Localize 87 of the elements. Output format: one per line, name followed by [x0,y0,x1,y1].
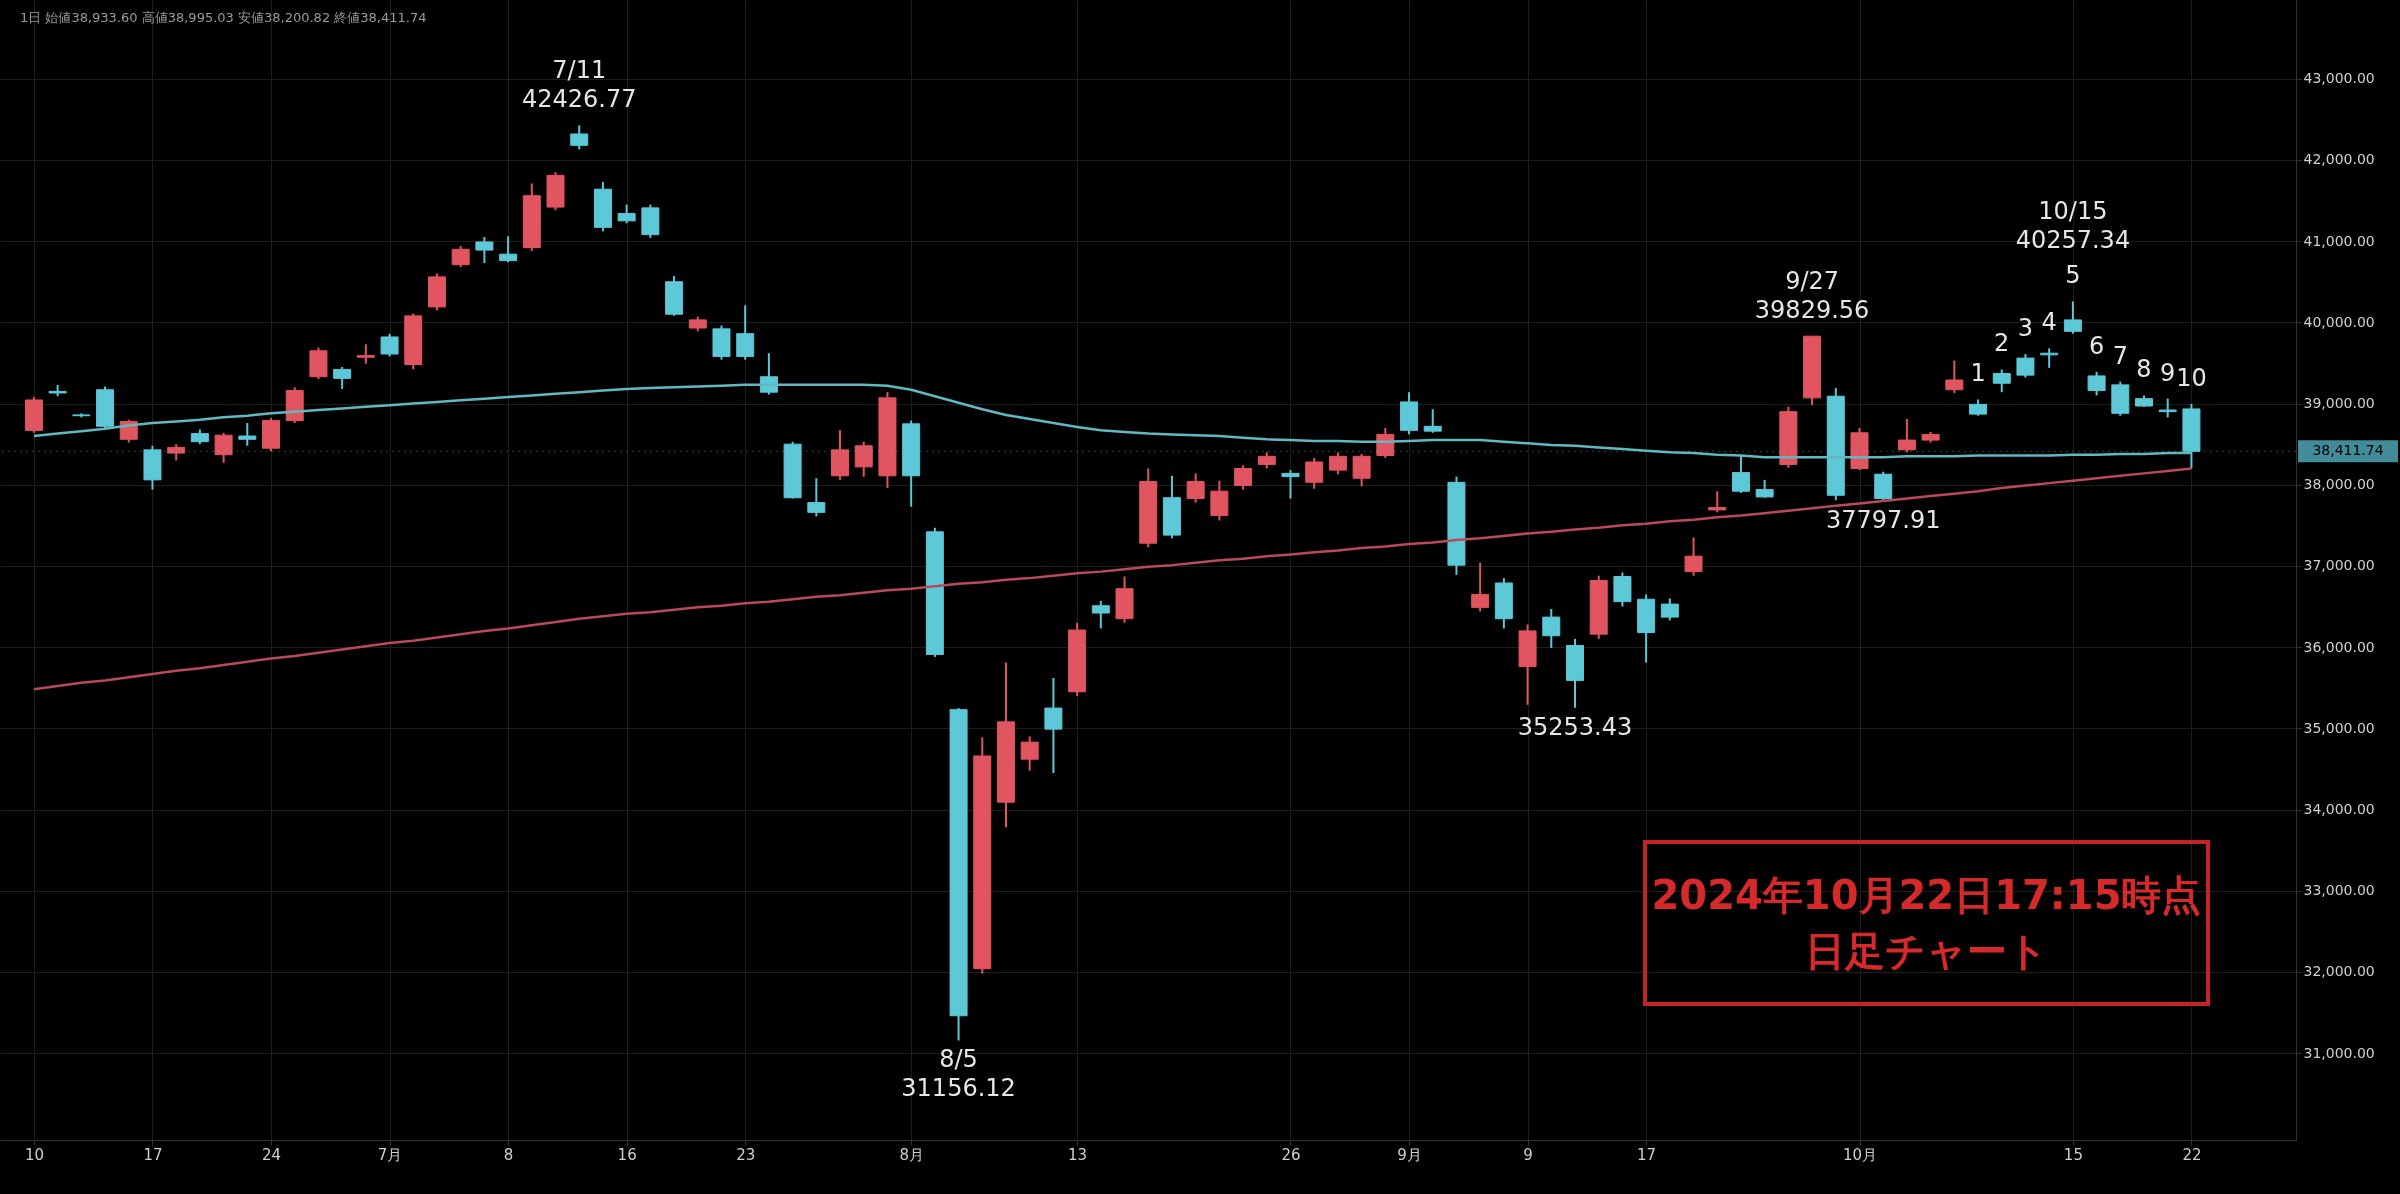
x-tick-label: 22 [2182,1145,2202,1164]
candlestick [1328,451,1347,476]
y-tick-label: 31,000.00 [2303,1044,2375,1061]
candlestick [214,431,233,464]
annotation: 10 [2176,363,2207,392]
candlestick [380,332,399,358]
x-tick-label: 23 [736,1145,756,1164]
annotation: 5 [2065,261,2081,290]
candlestick [2158,397,2177,419]
x-tick-label: 16 [617,1145,637,1164]
y-tick-label: 35,000.00 [2303,719,2375,736]
annotation: 日足チャート [1805,928,2048,974]
candlestick [238,422,257,447]
x-tick-label: 8 [503,1145,514,1164]
y-tick-label: 39,000.00 [2303,395,2375,412]
candlestick [570,124,589,151]
y-tick-label: 32,000.00 [2303,963,2375,980]
annotation: 9 [2160,358,2176,387]
annotation: 3 [2017,314,2034,343]
annotation: 7 [2112,341,2128,370]
candlestick [451,245,470,269]
line-series [32,467,2193,691]
candlestick [1708,490,1727,514]
y-tick-label: 37,000.00 [2303,557,2375,574]
candlestick [1281,469,1300,500]
candlestick [333,366,352,390]
x-tick-label: 7月 [377,1145,403,1164]
annotation: 2 [1994,329,2010,358]
candlestick [1731,454,1750,494]
candlestick [617,203,636,225]
x-tick-label: 10月 [1842,1145,1878,1164]
annotation: 1 [1970,359,1986,388]
annotation: 7/11 42426.77 [521,56,637,114]
candlestick [2063,300,2082,335]
y-tick-label: 38,000.00 [2303,476,2375,493]
candlestick [1305,456,1324,490]
x-tick-label: 17 [1637,1145,1657,1164]
x-tick-label: 26 [1281,1145,1301,1164]
annotation: 8/5 31156.12 [901,1045,1016,1103]
candlestick [1352,452,1371,488]
annotation: 4 [2041,308,2057,337]
x-tick-label: 10 [24,1145,44,1164]
candlestick [854,440,873,478]
x-tick-label: 9 [1523,1145,1533,1164]
x-tick-label: 15 [2063,1145,2083,1164]
candlestick [1044,676,1063,774]
y-tick-label: 41,000.00 [2303,232,2375,249]
candlestick [736,304,755,361]
candlestick [1423,408,1442,434]
candlestick [807,477,826,518]
candlestick [1660,597,1679,622]
ref-line-label: 38,411.74 [2312,442,2384,459]
y-tick-label: 34,000.00 [2303,801,2375,818]
candlestick [1020,735,1039,772]
x-tick-label: 13 [1068,1145,1088,1164]
candlestick [759,352,778,396]
annotation: 10/15 40257.34 [2015,197,2131,255]
y-tick-label: 36,000.00 [2303,638,2375,655]
x-tick-label: 9月 [1397,1145,1422,1164]
x-tick-label: 17 [143,1145,163,1164]
x-tick-label: 24 [261,1145,282,1164]
y-tick-label: 33,000.00 [2303,882,2375,899]
candlestick [1684,536,1703,577]
annotation: 37797.91 [1825,506,1941,535]
candlestick [499,235,518,264]
x-tick-label: 8月 [899,1145,924,1164]
y-tick-label: 40,000.00 [2303,313,2375,330]
candlestick [1471,561,1490,613]
annotation: 9/27 39829.56 [1754,267,1870,325]
candlestick [1186,472,1205,504]
annotation: 2024年10月22日17:15時点 [1651,872,2202,918]
candlestick [1542,607,1561,649]
annotation: 35253.43 [1517,712,1633,741]
candlestick [2087,370,2106,397]
y-tick-label: 42,000.00 [2303,151,2375,168]
candlestick [356,343,375,365]
candlestick [1234,464,1253,491]
candlestick [475,236,494,265]
candlestick [1091,599,1110,630]
y-tick-label: 43,000.00 [2303,70,2375,87]
annotation: 8 [2136,355,2152,384]
annotation: 6 [2088,331,2105,360]
candlestick [2016,353,2035,379]
candlestick [1897,417,1916,454]
annotation: 1日 始値38,933.60 高値38,995.03 安値38,200.82 終値38,411.74 [20,10,427,25]
candlestick [1992,368,2011,394]
candlestick [1945,359,1964,394]
